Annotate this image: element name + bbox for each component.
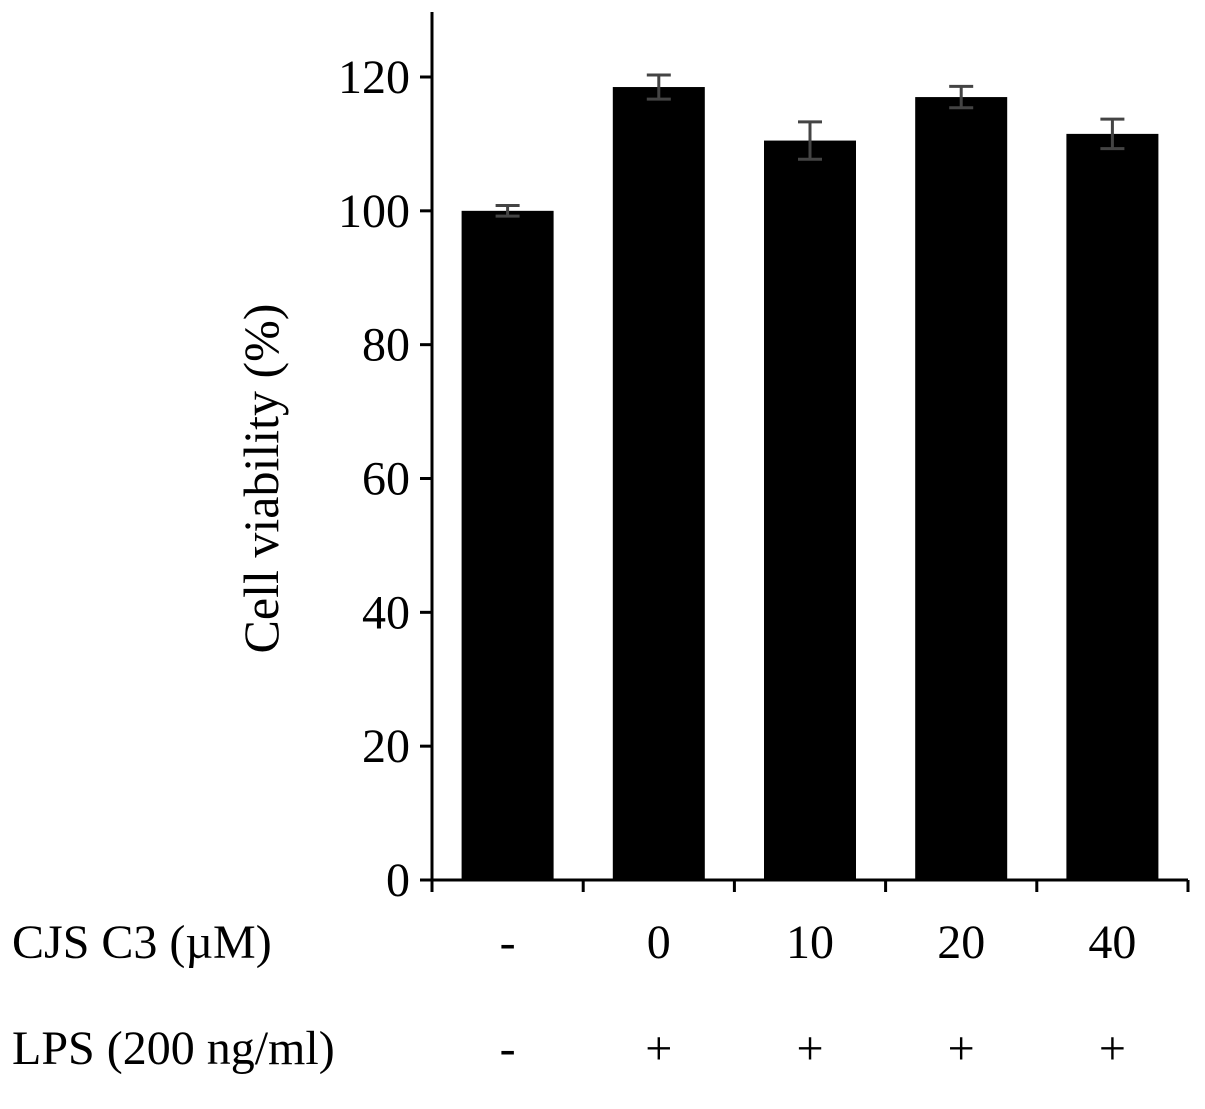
- treatment-value: +: [948, 1022, 975, 1075]
- bar: [915, 97, 1008, 880]
- treatment-value: -: [500, 916, 516, 969]
- treatment-row-label: CJS C3 (µM): [12, 916, 272, 969]
- y-tick-label: 0: [386, 854, 410, 907]
- treatment-value: +: [645, 1022, 672, 1075]
- y-axis-title: Cell viability (%): [233, 304, 289, 654]
- y-tick-label: 80: [362, 319, 410, 372]
- treatment-table: CJS C3 (µM) - 0 10 20 40 LPS (200 ng/ml) - + + + +: [12, 916, 1136, 1075]
- plot-area: [461, 73, 1159, 881]
- treatment-value: 40: [1088, 916, 1136, 969]
- bar: [1066, 133, 1159, 881]
- y-tick-label: 40: [362, 586, 410, 639]
- treatment-value: 0: [647, 916, 671, 969]
- y-tick-label: 20: [362, 720, 410, 773]
- treatment-value: 20: [937, 916, 985, 969]
- y-tick-label: 120: [338, 51, 410, 104]
- bar: [764, 140, 856, 881]
- treatment-row-label: LPS (200 ng/ml): [12, 1022, 335, 1075]
- y-tick-label: 100: [338, 185, 410, 238]
- treatment-value: -: [500, 1022, 516, 1075]
- treatment-value: +: [796, 1022, 823, 1075]
- x-axis: [430, 878, 1190, 892]
- y-axis: 0 20 40 60 80 100 120: [338, 12, 434, 907]
- treatment-value: +: [1099, 1022, 1126, 1075]
- bar: [461, 210, 554, 881]
- treatment-value: 10: [786, 916, 834, 969]
- y-tick-label: 60: [362, 453, 410, 506]
- bar: [612, 87, 705, 881]
